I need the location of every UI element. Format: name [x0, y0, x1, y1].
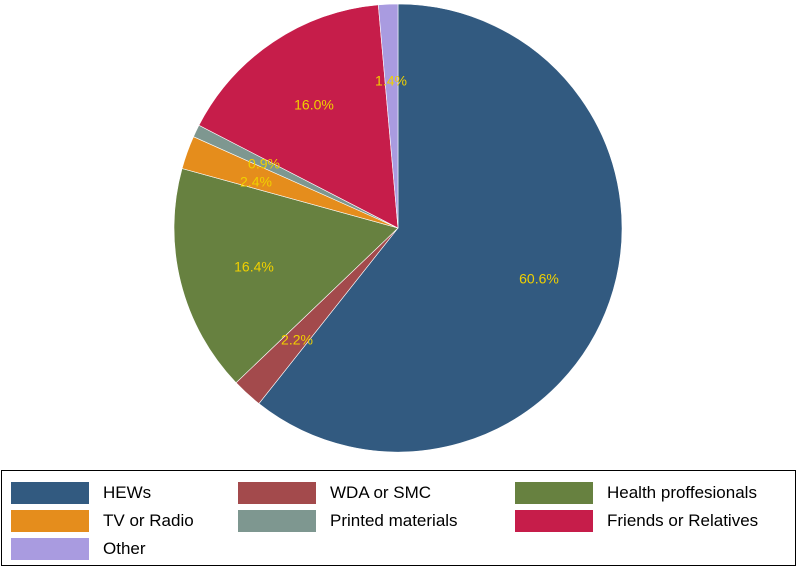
legend: HEWs WDA or SMC Health proffesionals TV or … [1, 470, 796, 566]
slice-label-tv-or-radio: 2.4% [240, 174, 272, 190]
legend-label: HEWs [103, 483, 152, 502]
pie-slice-friends-or-relatives [198, 4, 399, 229]
legend-swatch [515, 482, 593, 504]
legend-swatch [515, 510, 593, 532]
legend-label: WDA or SMC [330, 483, 432, 502]
legend-label: Other [103, 539, 146, 558]
legend-label: Health proffesionals [607, 483, 757, 502]
slice-label-other: 1.4% [375, 73, 407, 89]
legend-item-other: Other [11, 537, 146, 561]
legend-swatch [11, 510, 89, 532]
legend-swatch [238, 510, 316, 532]
legend-swatch [11, 538, 89, 560]
legend-label: Printed materials [330, 511, 458, 530]
legend-item-wda-or-smc: WDA or SMC [238, 481, 431, 505]
legend-swatch [11, 482, 89, 504]
slice-label-hews: 60.6% [519, 271, 559, 287]
pie-slice-other [377, 3, 399, 229]
pie-slice-hews [258, 3, 623, 453]
slice-label-health-proffesionals: 16.4% [234, 259, 274, 275]
pie-slice-health-proffesionals [173, 168, 399, 384]
legend-item-health-proffesionals: Health proffesionals [515, 481, 757, 505]
legend-item-tv-or-radio: TV or Radio [11, 509, 194, 533]
legend-item-hews: HEWs [11, 481, 151, 505]
legend-swatch [238, 482, 316, 504]
slice-label-wda-or-smc: 2.2% [281, 332, 313, 348]
legend-label: Friends or Relatives [607, 511, 759, 530]
pie-chart: 60.6% 2.2% 16.4% 2.4% 0.9% 16.0% 1.4% [173, 3, 623, 453]
slice-label-friends-or-relatives: 16.0% [294, 97, 334, 113]
legend-label: TV or Radio [103, 511, 194, 530]
slice-label-printed-materials: 0.9% [248, 156, 280, 172]
legend-item-printed-materials: Printed materials [238, 509, 458, 533]
legend-item-friends-or-relatives: Friends or Relatives [515, 509, 758, 533]
